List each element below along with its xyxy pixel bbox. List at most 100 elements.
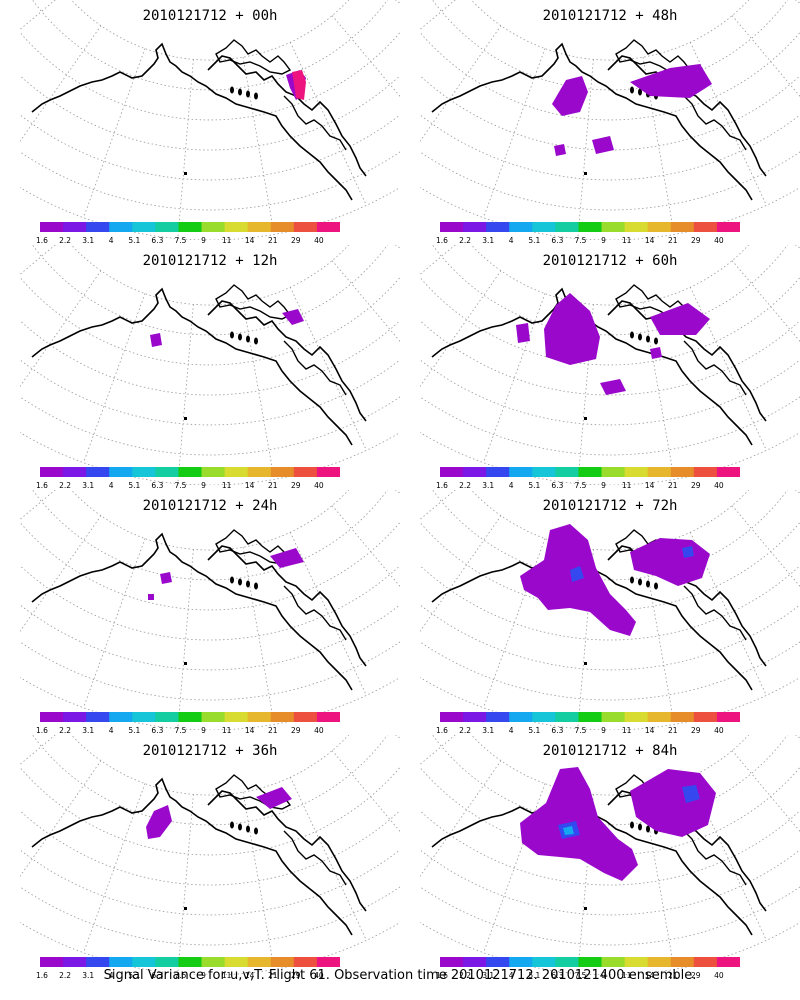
- colorbar-tick-label: 3.1: [482, 726, 495, 735]
- colorbar-swatch: [601, 222, 626, 232]
- colorbar-tick-label: 11: [221, 726, 232, 735]
- colorbar: [40, 222, 340, 232]
- colorbar-tick-label: 11: [621, 236, 632, 245]
- island: [584, 907, 587, 910]
- colorbar-swatch: [555, 712, 579, 722]
- colorbar-tick-label: 11: [221, 236, 232, 245]
- colorbar: [440, 712, 740, 722]
- longitude-line: [331, 260, 400, 343]
- panel-title: 2010121712 + 48h: [542, 8, 678, 24]
- colorbar-swatch: [178, 467, 203, 477]
- colorbar-tick-label: 40: [314, 971, 324, 980]
- panel-48h: 2010121712 + 48h 1.6 2.2 3.1 4 5.1 6.3 7.5 9 11 1…: [420, 0, 800, 245]
- latitude-line: [420, 320, 800, 396]
- colorbar-swatch: [178, 712, 203, 722]
- colorbar-tick-label: 1.6: [36, 236, 48, 245]
- colorbar-tick-label: 2.2: [459, 236, 472, 245]
- coastline: [31, 287, 353, 446]
- colorbar-tick-label: 6.3: [551, 971, 564, 980]
- colorbar: [440, 467, 740, 477]
- latitude-line: [420, 521, 800, 611]
- colorbar-swatch: [601, 712, 626, 722]
- colorbar-swatch: [670, 222, 695, 232]
- colorbar-tick-label: 7.5: [174, 726, 187, 735]
- longitude-line: [20, 760, 102, 878]
- map: [20, 735, 400, 975]
- colorbar-tick-label: 11: [221, 481, 232, 490]
- colorbar-tick-label: 2.2: [459, 726, 472, 735]
- coastline: [683, 340, 747, 396]
- colorbar-swatch: [224, 957, 249, 967]
- latitude-line: [470, 735, 750, 796]
- colorbar-swatch: [509, 957, 533, 967]
- coastline: [431, 42, 753, 201]
- longitude-line: [731, 15, 800, 98]
- longitude-line: [177, 304, 194, 484]
- island: [630, 576, 634, 584]
- coastline: [683, 830, 747, 886]
- island: [584, 172, 587, 175]
- latitude-line: [70, 490, 350, 551]
- panel-title: 2010121712 + 84h: [542, 743, 678, 759]
- colorbar-tick-label: 4: [108, 971, 114, 980]
- colorbar-swatch: [624, 712, 649, 722]
- longitude-line: [794, 490, 800, 494]
- colorbar-tick-label: 1.6: [436, 971, 448, 980]
- colorbar-tick-label: 3.1: [482, 236, 495, 245]
- island: [654, 337, 658, 345]
- latitude-line: [420, 31, 800, 121]
- colorbar-swatch: [293, 222, 318, 232]
- island: [638, 88, 642, 96]
- colorbar-swatch: [201, 467, 226, 477]
- colorbar-swatch: [670, 712, 695, 722]
- island: [230, 331, 234, 339]
- latitude-line: [20, 431, 400, 485]
- latitude-line: [420, 921, 800, 975]
- coastline: [31, 777, 353, 936]
- arctic-islands: [215, 284, 292, 320]
- island: [630, 331, 634, 339]
- colorbar-tick-label: 14: [644, 971, 655, 980]
- longitude-line: [242, 302, 275, 480]
- colorbar-tick-label: 4: [508, 971, 514, 980]
- longitude-line: [420, 760, 502, 878]
- colorbar-swatch: [63, 467, 87, 477]
- colorbar-swatch: [40, 957, 64, 967]
- colorbar-tick-label: 11: [621, 481, 632, 490]
- colorbar-swatch: [601, 467, 626, 477]
- latitude-line: [20, 151, 400, 211]
- longitude-line: [242, 792, 275, 970]
- colorbar-swatch: [86, 712, 110, 722]
- island: [184, 172, 187, 175]
- colorbar: [40, 712, 340, 722]
- colorbar-tick-label: 40: [714, 481, 724, 490]
- coastline: [283, 95, 347, 151]
- colorbar-tick-label: 14: [244, 971, 255, 980]
- colorbar-tick-label: 6.3: [151, 726, 164, 735]
- latitude-line: [20, 276, 400, 366]
- colorbar-labels: 1.6 2.2 3.1 4 5.1 6.3 7.5 9 11 14 21 29 40: [36, 481, 340, 491]
- colorbar-swatch: [716, 222, 740, 232]
- map-base: [420, 0, 800, 240]
- colorbar-tick-label: 9: [201, 971, 206, 980]
- colorbar-tick-label: 40: [714, 971, 724, 980]
- colorbar-tick-label: 9: [201, 481, 206, 490]
- longitude-line: [731, 750, 800, 833]
- colorbar-tick-label: 29: [291, 236, 301, 245]
- longitude-line: [177, 59, 194, 239]
- colorbar-swatch: [440, 957, 464, 967]
- colorbar-tick-label: 6.3: [551, 481, 564, 490]
- colorbar-swatch: [647, 222, 672, 232]
- colorbar-swatch: [109, 712, 133, 722]
- colorbar-tick-label: 1.6: [436, 236, 448, 245]
- coastline: [283, 830, 347, 886]
- island: [184, 662, 187, 665]
- colorbar-swatch: [555, 957, 579, 967]
- island: [184, 907, 187, 910]
- island: [638, 333, 642, 341]
- colorbar-swatch: [224, 712, 249, 722]
- colorbar-tick-label: 2.2: [459, 971, 472, 980]
- longitude-line: [331, 505, 400, 588]
- colorbar-tick-label: 7.5: [574, 726, 587, 735]
- longitude-line: [420, 270, 502, 388]
